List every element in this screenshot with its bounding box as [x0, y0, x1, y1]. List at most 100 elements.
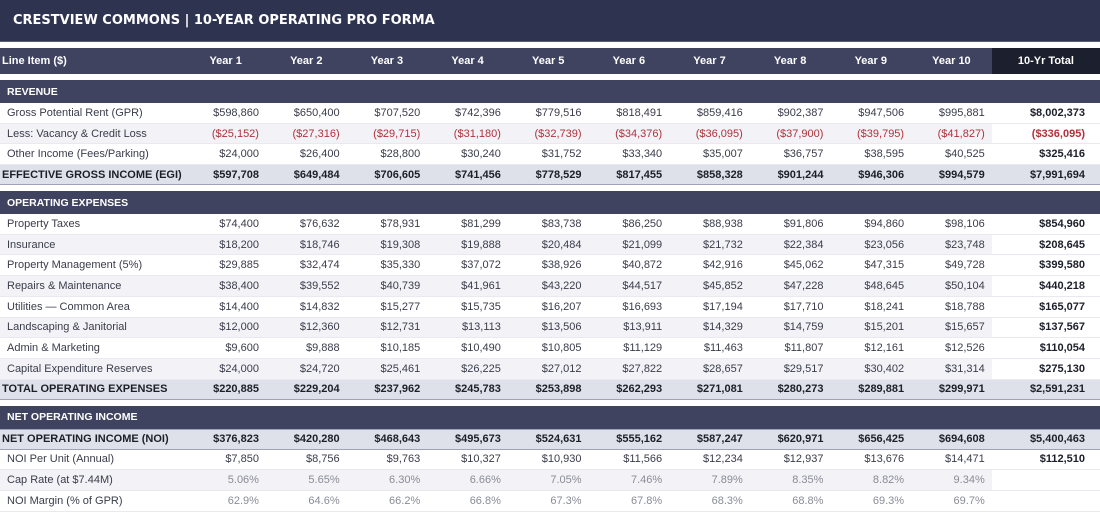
summary-value-cell[interactable]: $468,643 [346, 428, 428, 450]
value-cell[interactable]: 68.3% [669, 490, 750, 512]
row-label-cell[interactable]: Other Income (Fees/Parking) [0, 143, 186, 166]
summary-value-cell[interactable]: $994,579 [911, 164, 992, 186]
value-cell[interactable]: 6.66% [427, 469, 508, 491]
row-label-cell[interactable]: Less: Vacancy & Credit Loss [0, 123, 186, 145]
row-label-cell[interactable]: Utilities — Common Area [0, 296, 186, 318]
value-cell[interactable]: $39,552 [265, 275, 347, 297]
value-cell[interactable]: $48,645 [830, 275, 912, 297]
value-cell[interactable]: ($29,715) [346, 123, 428, 145]
total-cell[interactable]: $325,416 [991, 143, 1100, 166]
value-cell[interactable]: $12,526 [911, 337, 992, 359]
total-cell[interactable] [991, 490, 1100, 512]
value-cell[interactable]: $12,731 [346, 317, 428, 339]
value-cell[interactable]: $74,400 [185, 214, 266, 235]
value-cell[interactable]: $15,657 [911, 317, 992, 339]
value-cell[interactable]: $650,400 [265, 103, 347, 124]
value-cell[interactable]: $17,710 [749, 296, 831, 318]
summary-value-cell[interactable]: $901,244 [749, 164, 831, 186]
value-cell[interactable]: $26,225 [427, 358, 508, 380]
row-label-cell[interactable]: NOI Margin (% of GPR) [0, 490, 186, 512]
summary-value-cell[interactable]: $229,204 [265, 378, 347, 400]
value-cell[interactable]: $40,739 [346, 275, 428, 297]
value-cell[interactable]: $18,746 [265, 234, 347, 256]
row-label-cell[interactable]: Cap Rate (at $7.44M) [0, 469, 186, 491]
value-cell[interactable]: $779,516 [507, 103, 589, 124]
value-cell[interactable]: $38,926 [507, 254, 589, 277]
summary-value-cell[interactable]: $706,605 [346, 164, 428, 186]
row-label-cell[interactable]: Property Taxes [0, 214, 186, 235]
value-cell[interactable]: ($27,316) [265, 123, 347, 145]
value-cell[interactable]: $45,852 [669, 275, 750, 297]
column-header-year[interactable]: Year 9 [830, 48, 912, 74]
summary-total-cell[interactable]: $2,591,231 [991, 378, 1100, 400]
column-header-year[interactable]: Year 8 [749, 48, 831, 74]
row-label-cell[interactable]: Landscaping & Janitorial [0, 317, 186, 339]
row-label-cell[interactable]: Gross Potential Rent (GPR) [0, 103, 186, 124]
summary-value-cell[interactable]: $299,971 [911, 378, 992, 400]
value-cell[interactable]: $28,800 [346, 143, 428, 166]
value-cell[interactable]: $22,384 [749, 234, 831, 256]
value-cell[interactable]: 64.6% [265, 490, 347, 512]
value-cell[interactable]: $47,315 [830, 254, 912, 277]
summary-value-cell[interactable]: $656,425 [830, 428, 912, 450]
row-label-cell[interactable]: Repairs & Maintenance [0, 275, 186, 297]
value-cell[interactable]: $18,241 [830, 296, 912, 318]
value-cell[interactable]: $49,728 [911, 254, 992, 277]
value-cell[interactable]: $10,185 [346, 337, 428, 359]
value-cell[interactable]: $11,463 [669, 337, 750, 359]
row-label-cell[interactable]: Property Management (5%) [0, 254, 186, 277]
value-cell[interactable]: $9,888 [265, 337, 347, 359]
value-cell[interactable]: 62.9% [185, 490, 266, 512]
row-label-cell[interactable]: Insurance [0, 234, 186, 256]
value-cell[interactable]: $23,748 [911, 234, 992, 256]
value-cell[interactable]: $14,471 [911, 449, 992, 471]
value-cell[interactable]: $30,240 [427, 143, 508, 166]
value-cell[interactable]: $50,104 [911, 275, 992, 297]
total-cell[interactable]: $112,510 [991, 449, 1100, 471]
value-cell[interactable]: $43,220 [507, 275, 589, 297]
value-cell[interactable]: $859,416 [669, 103, 750, 124]
summary-label-cell[interactable]: TOTAL OPERATING EXPENSES [0, 378, 186, 400]
value-cell[interactable]: 67.3% [507, 490, 589, 512]
summary-value-cell[interactable]: $649,484 [265, 164, 347, 186]
value-cell[interactable]: ($31,180) [427, 123, 508, 145]
value-cell[interactable]: $707,520 [346, 103, 428, 124]
value-cell[interactable]: $38,595 [830, 143, 912, 166]
value-cell[interactable]: $45,062 [749, 254, 831, 277]
value-cell[interactable]: $10,930 [507, 449, 589, 471]
value-cell[interactable]: $31,752 [507, 143, 589, 166]
value-cell[interactable]: $9,763 [346, 449, 428, 471]
value-cell[interactable]: $12,937 [749, 449, 831, 471]
summary-value-cell[interactable]: $253,898 [507, 378, 589, 400]
summary-total-cell[interactable]: $7,991,694 [991, 164, 1100, 186]
summary-value-cell[interactable]: $587,247 [669, 428, 750, 450]
column-header-year[interactable]: Year 3 [346, 48, 428, 74]
value-cell[interactable]: $10,327 [427, 449, 508, 471]
value-cell[interactable]: $21,099 [588, 234, 670, 256]
summary-label-cell[interactable]: NET OPERATING INCOME (NOI) [0, 428, 186, 450]
value-cell[interactable]: 67.8% [588, 490, 670, 512]
summary-value-cell[interactable]: $262,293 [588, 378, 670, 400]
value-cell[interactable]: $7,850 [185, 449, 266, 471]
value-cell[interactable]: 69.3% [830, 490, 912, 512]
summary-value-cell[interactable]: $858,328 [669, 164, 750, 186]
value-cell[interactable]: $995,881 [911, 103, 992, 124]
total-cell[interactable] [991, 469, 1100, 491]
value-cell[interactable]: $14,832 [265, 296, 347, 318]
row-label-cell[interactable]: Admin & Marketing [0, 337, 186, 359]
value-cell[interactable]: 5.06% [185, 469, 266, 491]
value-cell[interactable]: ($37,900) [749, 123, 831, 145]
value-cell[interactable]: $40,872 [588, 254, 670, 277]
value-cell[interactable]: $13,676 [830, 449, 912, 471]
value-cell[interactable]: $27,822 [588, 358, 670, 380]
summary-value-cell[interactable]: $271,081 [669, 378, 750, 400]
total-cell[interactable]: $854,960 [991, 214, 1100, 235]
total-cell[interactable]: ($336,095) [991, 123, 1100, 145]
value-cell[interactable]: $818,491 [588, 103, 670, 124]
column-header-year[interactable]: Year 10 [911, 48, 992, 74]
value-cell[interactable]: $598,860 [185, 103, 266, 124]
value-cell[interactable]: $30,402 [830, 358, 912, 380]
value-cell[interactable]: $11,129 [588, 337, 670, 359]
value-cell[interactable]: 8.82% [830, 469, 912, 491]
summary-value-cell[interactable]: $778,529 [507, 164, 589, 186]
